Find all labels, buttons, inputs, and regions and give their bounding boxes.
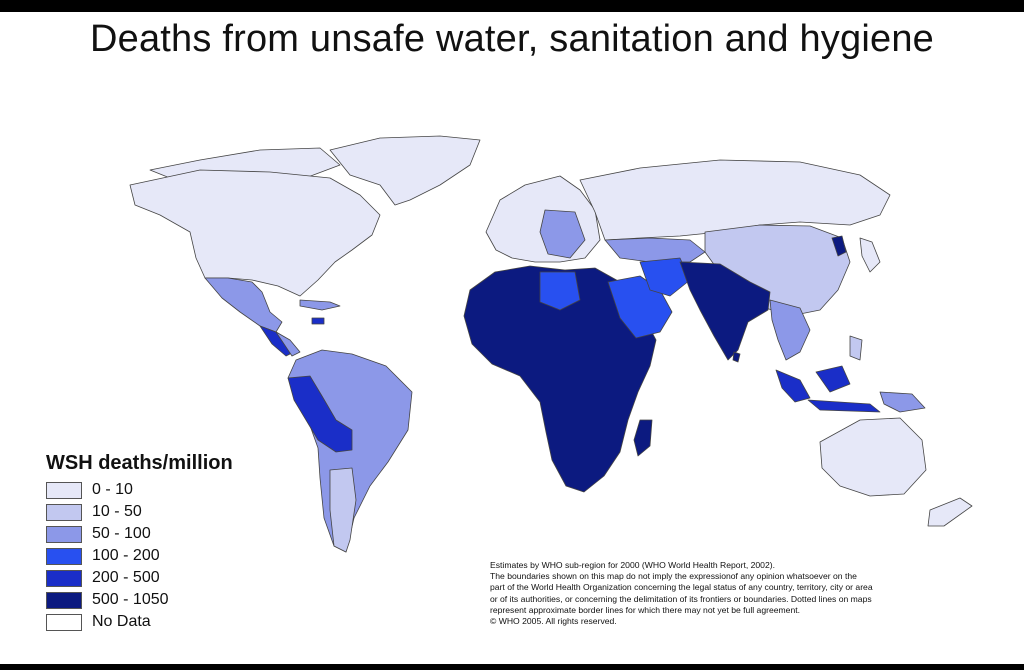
- legend-swatch: [46, 569, 82, 587]
- footnote-line: The boundaries shown on this map do not …: [490, 571, 857, 582]
- region-southern-cone: [329, 467, 357, 553]
- legend-item: 0 - 10: [46, 479, 233, 501]
- legend-title: WSH deaths/million: [46, 452, 233, 474]
- footnote-line: © WHO 2005. All rights reserved.: [490, 616, 617, 627]
- region-mexico: [204, 277, 283, 333]
- region-borneo: [815, 365, 851, 393]
- legend-label: No Data: [92, 613, 151, 630]
- legend-item: No Data: [46, 611, 233, 633]
- footnote-line: Estimates by WHO sub-region for 2000 (WH…: [490, 560, 775, 570]
- legend-label: 10 - 50: [92, 503, 142, 520]
- region-sri-lanka: [732, 351, 741, 363]
- region-andes: [287, 375, 353, 453]
- legend-swatch: [46, 525, 82, 543]
- region-iran: [639, 257, 691, 297]
- legend-swatch: [46, 613, 82, 631]
- region-new-guinea: [879, 391, 926, 413]
- region-australia: [819, 417, 927, 497]
- map-title: Deaths from unsafe water, sanitation and…: [89, 18, 934, 60]
- legend-label: 50 - 100: [92, 525, 151, 542]
- legend-item: 500 - 1050: [46, 589, 233, 611]
- legend-item: 10 - 50: [46, 501, 233, 523]
- legend-label: 500 - 1050: [92, 591, 169, 608]
- legend-label: 200 - 500: [92, 569, 160, 586]
- region-caribbean: [299, 299, 341, 311]
- region-north-america: [129, 169, 381, 297]
- region-central-asia: [604, 237, 706, 263]
- region-south-asia: [679, 261, 771, 361]
- region-eastern-europe: [539, 209, 586, 259]
- region-philippines: [849, 335, 863, 361]
- legend-swatch: [46, 481, 82, 499]
- footnote-line: part of the World Health Organization co…: [490, 582, 873, 593]
- region-greenland: [329, 135, 481, 206]
- legend-swatch: [46, 547, 82, 565]
- region-indonesia: [775, 369, 811, 403]
- legend-item: 100 - 200: [46, 545, 233, 567]
- footnote-line: represent approximate border lines for w…: [490, 604, 801, 615]
- region-japan: [859, 237, 881, 273]
- region-central-america-south: [275, 331, 301, 357]
- legend-label: 100 - 200: [92, 547, 160, 564]
- footnote: Estimates by WHO sub-region for 2000 (WH…: [490, 560, 1020, 627]
- legend-swatch: [46, 503, 82, 521]
- legend: WSH deaths/million 0 - 10 10 - 50 50 - 1…: [46, 452, 233, 633]
- region-new-zealand: [927, 497, 973, 527]
- legend-item: 50 - 100: [46, 523, 233, 545]
- legend-item: 200 - 500: [46, 567, 233, 589]
- region-north-africa: [539, 271, 581, 311]
- region-indonesia-2: [807, 399, 881, 413]
- legend-swatch: [46, 591, 82, 609]
- region-southeast-asia: [769, 299, 811, 361]
- region-africa: [463, 265, 657, 493]
- footnote-line: or of its authorities, or concerning the…: [490, 593, 872, 604]
- region-korea: [831, 235, 847, 257]
- region-haiti: [311, 317, 325, 325]
- legend-label: 0 - 10: [92, 481, 133, 498]
- region-madagascar: [633, 419, 653, 457]
